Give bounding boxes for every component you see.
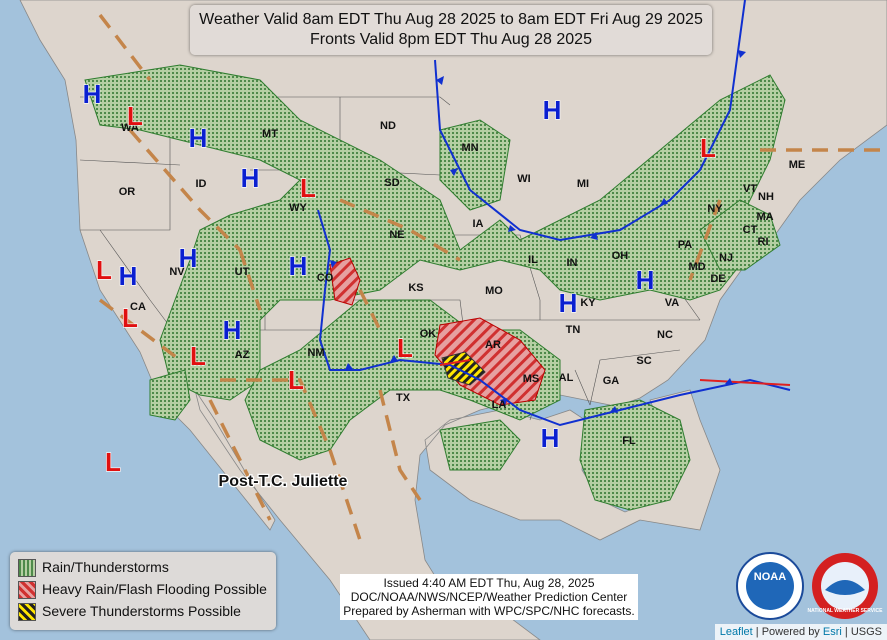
state-label: IN bbox=[567, 257, 578, 269]
issued-box: Issued 4:40 AM EDT Thu, Aug 28, 2025 DOC… bbox=[340, 574, 638, 620]
legend-label: Rain/Thunderstorms bbox=[42, 559, 169, 575]
pressure-center: H bbox=[189, 123, 208, 153]
state-label: ME bbox=[789, 159, 806, 171]
state-label: NE bbox=[389, 229, 404, 241]
troughs bbox=[98, 13, 887, 541]
state-label: UT bbox=[235, 266, 250, 278]
title-box: Weather Valid 8am EDT Thu Aug 28 2025 to… bbox=[190, 5, 712, 55]
nws-text: NATIONAL WEATHER SERVICE bbox=[808, 608, 884, 614]
state-label: NJ bbox=[719, 252, 733, 264]
issued-line: Issued 4:40 AM EDT Thu, Aug 28, 2025 bbox=[383, 576, 595, 590]
state-label: VA bbox=[665, 297, 680, 309]
state-label: CT bbox=[743, 224, 758, 236]
state-label: GA bbox=[603, 375, 620, 387]
pressure-center: H bbox=[636, 265, 655, 295]
state-label: VT bbox=[743, 183, 757, 195]
attribution-link[interactable]: Leaflet bbox=[719, 626, 753, 638]
title-line: Fronts Valid 8pm EDT Thu Aug 28 2025 bbox=[310, 31, 592, 48]
issued-line: Prepared by Asherman with WPC/SPC/NHC fo… bbox=[343, 604, 635, 618]
legend-label: Severe Thunderstorms Possible bbox=[42, 603, 241, 619]
pressure-center: H bbox=[543, 95, 562, 125]
pressure-center: L bbox=[127, 101, 143, 131]
state-label: OK bbox=[420, 328, 437, 340]
state-label: ID bbox=[196, 178, 207, 190]
legend-label: Heavy Rain/Flash Flooding Possible bbox=[42, 581, 267, 597]
front-symbols bbox=[330, 50, 746, 413]
noaa-text: NOAA bbox=[754, 571, 786, 583]
state-label: KY bbox=[580, 297, 596, 309]
pressure-center: L bbox=[190, 341, 206, 371]
flood-area-co bbox=[329, 257, 361, 306]
state-label: IA bbox=[473, 218, 484, 230]
storm-label: Post-T.C. Juliette bbox=[219, 473, 348, 490]
state-label: MS bbox=[523, 373, 540, 385]
legend-item: Heavy Rain/Flash Flooding Possible bbox=[18, 579, 267, 600]
state-label: MO bbox=[485, 285, 503, 297]
state-label: NV bbox=[169, 266, 185, 278]
legend: Rain/Thunderstorms Heavy Rain/Flash Floo… bbox=[10, 552, 276, 630]
state-label: NC bbox=[657, 329, 673, 341]
pressure-center: L bbox=[105, 447, 121, 477]
state-label: ND bbox=[380, 120, 396, 132]
state-label: MN bbox=[461, 142, 478, 154]
pressure-center: H bbox=[83, 79, 102, 109]
pressure-center: H bbox=[559, 288, 578, 318]
state-label: CA bbox=[130, 301, 146, 313]
state-label: TN bbox=[566, 324, 581, 336]
state-label: CO bbox=[317, 272, 334, 284]
state-label: SD bbox=[384, 177, 399, 189]
pressure-center: L bbox=[397, 333, 413, 363]
state-label: WY bbox=[289, 202, 307, 214]
state-label: AR bbox=[485, 339, 501, 351]
state-label: RI bbox=[758, 236, 769, 248]
legend-item: Rain/Thunderstorms bbox=[18, 557, 169, 578]
state-label: MI bbox=[577, 178, 589, 190]
pressure-center: L bbox=[122, 303, 138, 333]
state-label: MD bbox=[688, 261, 705, 273]
state-label: LA bbox=[492, 399, 507, 411]
pressure-center: H bbox=[119, 261, 138, 291]
pressure-center: L bbox=[300, 173, 316, 203]
pressure-center: H bbox=[241, 163, 260, 193]
legend-item: Severe Thunderstorms Possible bbox=[18, 601, 241, 622]
nws-logo: NATIONAL WEATHER SERVICE bbox=[808, 553, 884, 619]
pressure-center: L bbox=[96, 255, 112, 285]
attribution-text: Powered by bbox=[761, 626, 820, 638]
attribution-link[interactable]: Esri bbox=[822, 626, 842, 638]
state-label: WA bbox=[121, 122, 139, 134]
pressure-center: L bbox=[288, 365, 304, 395]
state-label: NH bbox=[758, 191, 774, 203]
pressure-center: H bbox=[541, 423, 560, 453]
state-label: TX bbox=[396, 392, 411, 404]
state-label: OR bbox=[119, 186, 136, 198]
attribution: Leaflet | Powered by Esri | USGS bbox=[714, 624, 887, 640]
pressure-center: H bbox=[289, 251, 308, 281]
pressure-center: H bbox=[179, 243, 198, 273]
state-label: MA bbox=[756, 211, 773, 223]
state-labels: WA MT ND MN WI MI OR ID SD WY IA NE NV UT CO IL IN OH PA NY… bbox=[119, 120, 806, 447]
pressure-center: L bbox=[700, 133, 716, 163]
state-label: AZ bbox=[235, 349, 250, 361]
attribution-text: USGS bbox=[850, 626, 882, 638]
fronts bbox=[317, 0, 791, 427]
noaa-logo: NOAA bbox=[736, 552, 804, 620]
state-label: SC bbox=[636, 355, 651, 367]
state-label: WI bbox=[517, 173, 530, 185]
state-label: PA bbox=[678, 239, 693, 251]
state-label: OH bbox=[612, 250, 629, 262]
state-label: IL bbox=[528, 254, 538, 266]
state-label: AL bbox=[559, 372, 574, 384]
issued-line: DOC/NOAA/NWS/NCEP/Weather Prediction Cen… bbox=[350, 590, 628, 604]
state-label: KS bbox=[408, 282, 423, 294]
state-label: MT bbox=[262, 128, 278, 140]
state-label: NM bbox=[307, 347, 324, 359]
state-label: FL bbox=[622, 435, 636, 447]
state-label: NY bbox=[707, 203, 723, 215]
state-label: DE bbox=[710, 273, 725, 285]
title-line: Weather Valid 8am EDT Thu Aug 28 2025 to… bbox=[199, 11, 703, 28]
pressure-center: H bbox=[223, 315, 242, 345]
